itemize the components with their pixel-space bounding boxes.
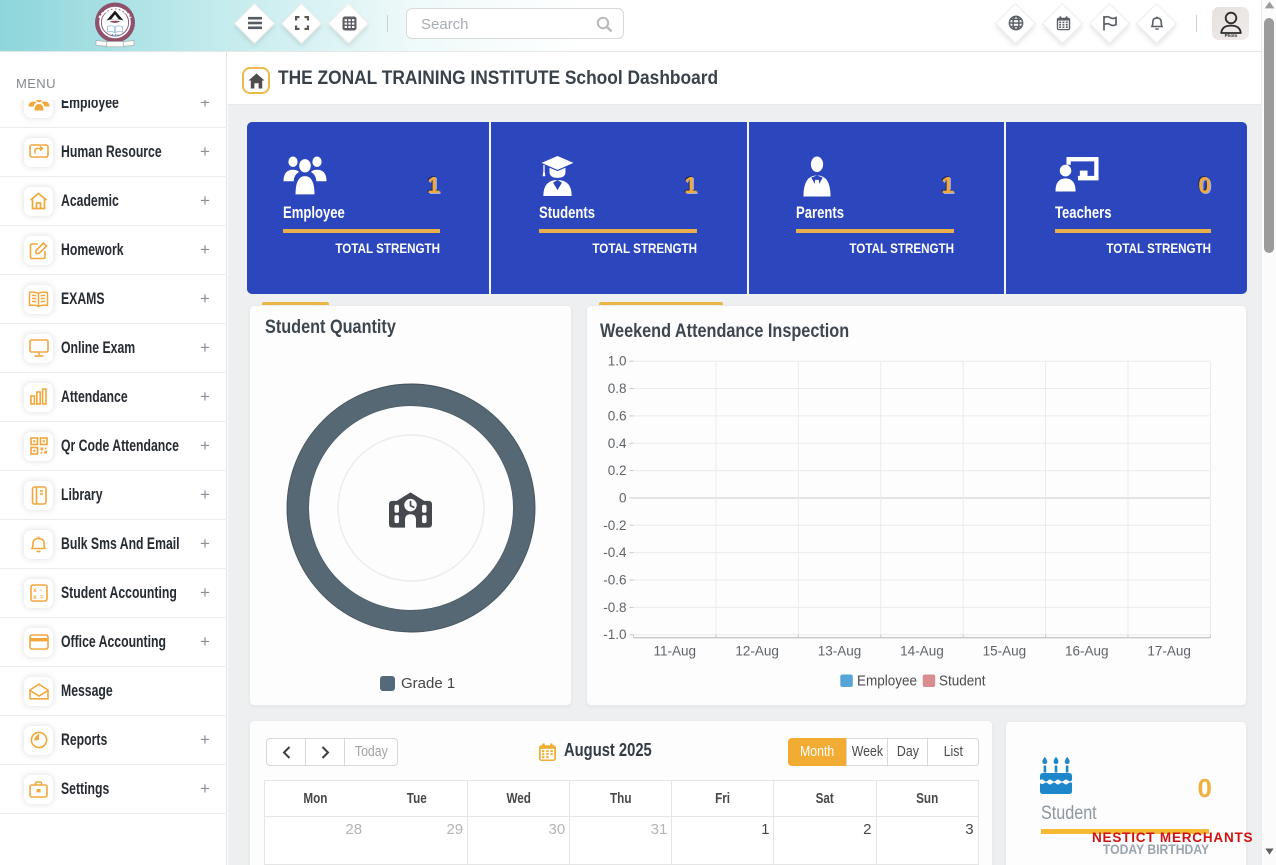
svg-text:16-Aug: 16-Aug <box>1065 644 1109 659</box>
svg-text:15-Aug: 15-Aug <box>983 644 1027 659</box>
svg-text:14-Aug: 14-Aug <box>900 644 944 659</box>
svg-text:Employee: Employee <box>857 672 917 689</box>
svg-text:0.8: 0.8 <box>608 381 627 396</box>
svg-text:Photo: Photo <box>1224 33 1237 38</box>
svg-text:17-Aug: 17-Aug <box>1147 644 1191 659</box>
svg-text:T.Z.I: T.Z.I <box>112 34 119 38</box>
svg-text:-0.2: -0.2 <box>603 518 626 533</box>
svg-text:-0.6: -0.6 <box>603 573 626 588</box>
svg-text:12-Aug: 12-Aug <box>735 644 779 659</box>
svg-text:x: x <box>33 594 37 601</box>
svg-text:x: x <box>33 587 37 594</box>
svg-text:=: = <box>40 594 44 601</box>
svg-text:11-Aug: 11-Aug <box>653 644 696 659</box>
svg-text:0: 0 <box>619 490 627 505</box>
svg-text:13-Aug: 13-Aug <box>818 644 862 659</box>
svg-text:-1.0: -1.0 <box>603 627 626 642</box>
svg-text:-0.8: -0.8 <box>603 600 626 615</box>
svg-text:0.2: 0.2 <box>608 463 627 478</box>
svg-text:-0.4: -0.4 <box>603 545 627 560</box>
svg-text:-: - <box>40 587 42 594</box>
svg-text:0.4: 0.4 <box>608 436 627 451</box>
svg-text:1.0: 1.0 <box>608 354 627 369</box>
svg-text:0.6: 0.6 <box>608 408 627 423</box>
svg-text:Student: Student <box>939 672 986 689</box>
